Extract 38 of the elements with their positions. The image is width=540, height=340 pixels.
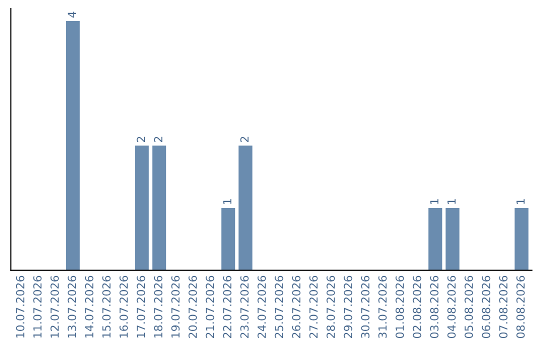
x-tick-label: 03.08.2026 (430, 276, 438, 338)
x-tick-label: 31.07.2026 (378, 276, 387, 338)
x-tick-label: 14.07.2026 (84, 276, 94, 338)
data-label: 2 (240, 136, 249, 142)
data-label: 2 (154, 136, 162, 142)
x-tick-label: 18.07.2026 (154, 276, 162, 338)
x-tick-label: 29.07.2026 (344, 276, 352, 338)
x-tick-label: 17.07.2026 (136, 276, 146, 338)
data-label: 2 (136, 136, 146, 142)
data-label: 1 (516, 199, 525, 204)
data-label: 1 (447, 199, 456, 204)
x-tick-label: 21.07.2026 (206, 276, 214, 338)
x-tick-label: 04.08.2026 (447, 276, 456, 338)
data-label: 4 (68, 12, 76, 18)
x-tick-label: 02.08.2026 (412, 276, 422, 338)
x-tick-label: 01.08.2026 (396, 276, 404, 338)
x-tick-label: 13.07.2026 (68, 276, 76, 338)
x-tick-label: 16.07.2026 (120, 276, 128, 338)
data-label: 1 (223, 199, 232, 204)
x-tick-label: 26.07.2026 (292, 276, 300, 338)
x-tick-label: 11.07.2026 (33, 276, 42, 338)
x-tick-label: 10.07.2026 (16, 276, 24, 338)
x-tick-label: 25.07.2026 (274, 276, 284, 338)
x-tick-label: 20.07.2026 (188, 276, 197, 338)
x-tick-label: 07.08.2026 (499, 276, 508, 338)
x-tick-label: 12.07.2026 (50, 276, 59, 338)
x-tick-label: 27.07.2026 (309, 276, 318, 338)
x-tick-label: 08.08.2026 (516, 276, 525, 338)
x-tick-label: 24.07.2026 (258, 276, 266, 338)
x-tick-label: 28.07.2026 (326, 276, 335, 338)
x-tick-label: 23.07.2026 (240, 276, 249, 338)
x-tick-label: 15.07.2026 (102, 276, 111, 338)
x-tick-label: 19.07.2026 (171, 276, 180, 338)
x-tick-label: 22.07.2026 (223, 276, 232, 338)
x-tick-label: 30.07.2026 (361, 276, 370, 338)
data-label: 1 (430, 199, 438, 204)
x-tick-label: 06.08.2026 (482, 276, 490, 338)
x-tick-label: 05.08.2026 (464, 276, 474, 338)
